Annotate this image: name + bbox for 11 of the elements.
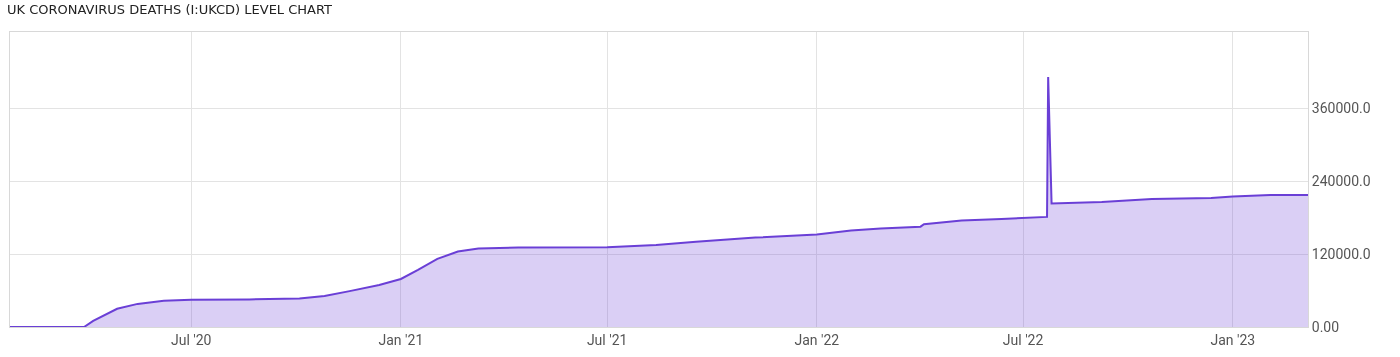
x-tick-label: Jan '23 [1210, 331, 1256, 348]
x-tick-label: Jan '21 [378, 331, 424, 348]
chart-title: UK CORONAVIRUS DEATHS (I:UKCD) LEVEL CHART [7, 2, 333, 18]
y-tick-label: 360000.0 [1311, 99, 1371, 116]
y-tick-label: 120000.0 [1311, 245, 1371, 262]
y-tick-label: 240000.0 [1311, 172, 1371, 189]
x-tick-label: Jul '21 [586, 331, 628, 348]
x-tick-label: Jul '22 [1002, 331, 1044, 348]
x-tick-label: Jan '22 [794, 331, 840, 348]
y-tick-label: 0.00 [1311, 318, 1340, 335]
x-tick-label: Jul '20 [170, 331, 212, 348]
